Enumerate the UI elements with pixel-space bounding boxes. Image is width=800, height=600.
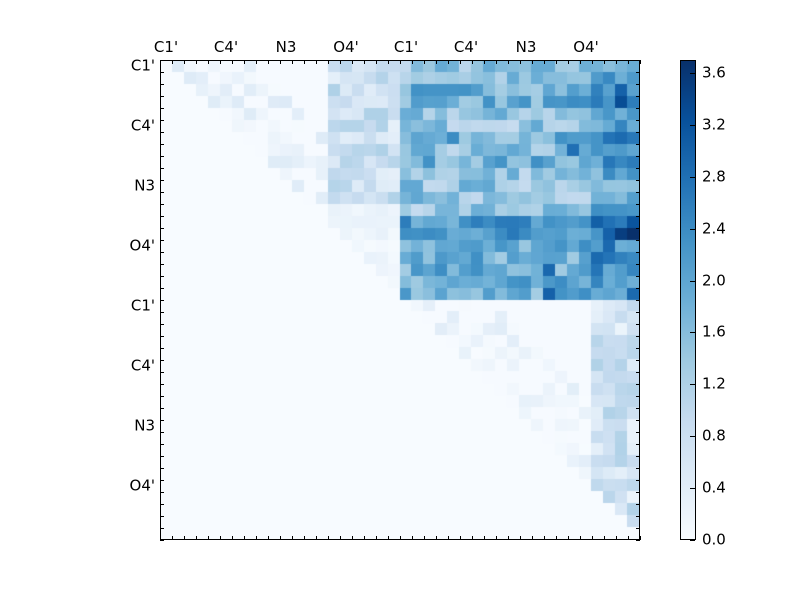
colorbar bbox=[680, 60, 696, 540]
y-tick-label: C4' bbox=[130, 356, 155, 375]
heatmap-grid bbox=[161, 61, 639, 539]
colorbar-tick-label: 2.0 bbox=[702, 271, 726, 290]
colorbar-tick-label: 0.8 bbox=[702, 426, 726, 445]
x-tick-label: O4' bbox=[333, 38, 359, 56]
colorbar-tick-label: 3.6 bbox=[702, 63, 726, 82]
y-tick-label: C1' bbox=[130, 296, 155, 315]
x-tick-label: O4' bbox=[573, 38, 599, 56]
x-tick-label: N3 bbox=[515, 38, 537, 56]
x-tick-label: C1' bbox=[393, 38, 419, 56]
y-tick-label: C1' bbox=[130, 56, 155, 75]
colorbar-tick-label: 2.4 bbox=[702, 219, 726, 238]
colorbar-tick-label: 0.4 bbox=[702, 478, 726, 497]
x-tick-label: C4' bbox=[453, 38, 479, 56]
heatmap-plot-area bbox=[160, 60, 640, 540]
y-tick-label: N3 bbox=[134, 176, 155, 195]
colorbar-tick-label: 0.0 bbox=[702, 530, 726, 549]
colorbar-tick-label: 2.8 bbox=[702, 167, 726, 186]
colorbar-tick-label: 3.2 bbox=[702, 115, 726, 134]
x-tick-label: N3 bbox=[275, 38, 297, 56]
colorbar-tick-label: 1.6 bbox=[702, 322, 726, 341]
x-tick-label: C1' bbox=[153, 38, 179, 56]
y-tick-label: O4' bbox=[129, 236, 155, 255]
y-tick-label: O4' bbox=[129, 476, 155, 495]
x-tick-label: C4' bbox=[213, 38, 239, 56]
y-tick-label: N3 bbox=[134, 416, 155, 435]
y-tick-label: C4' bbox=[130, 116, 155, 135]
colorbar-tick-label: 1.2 bbox=[702, 374, 726, 393]
